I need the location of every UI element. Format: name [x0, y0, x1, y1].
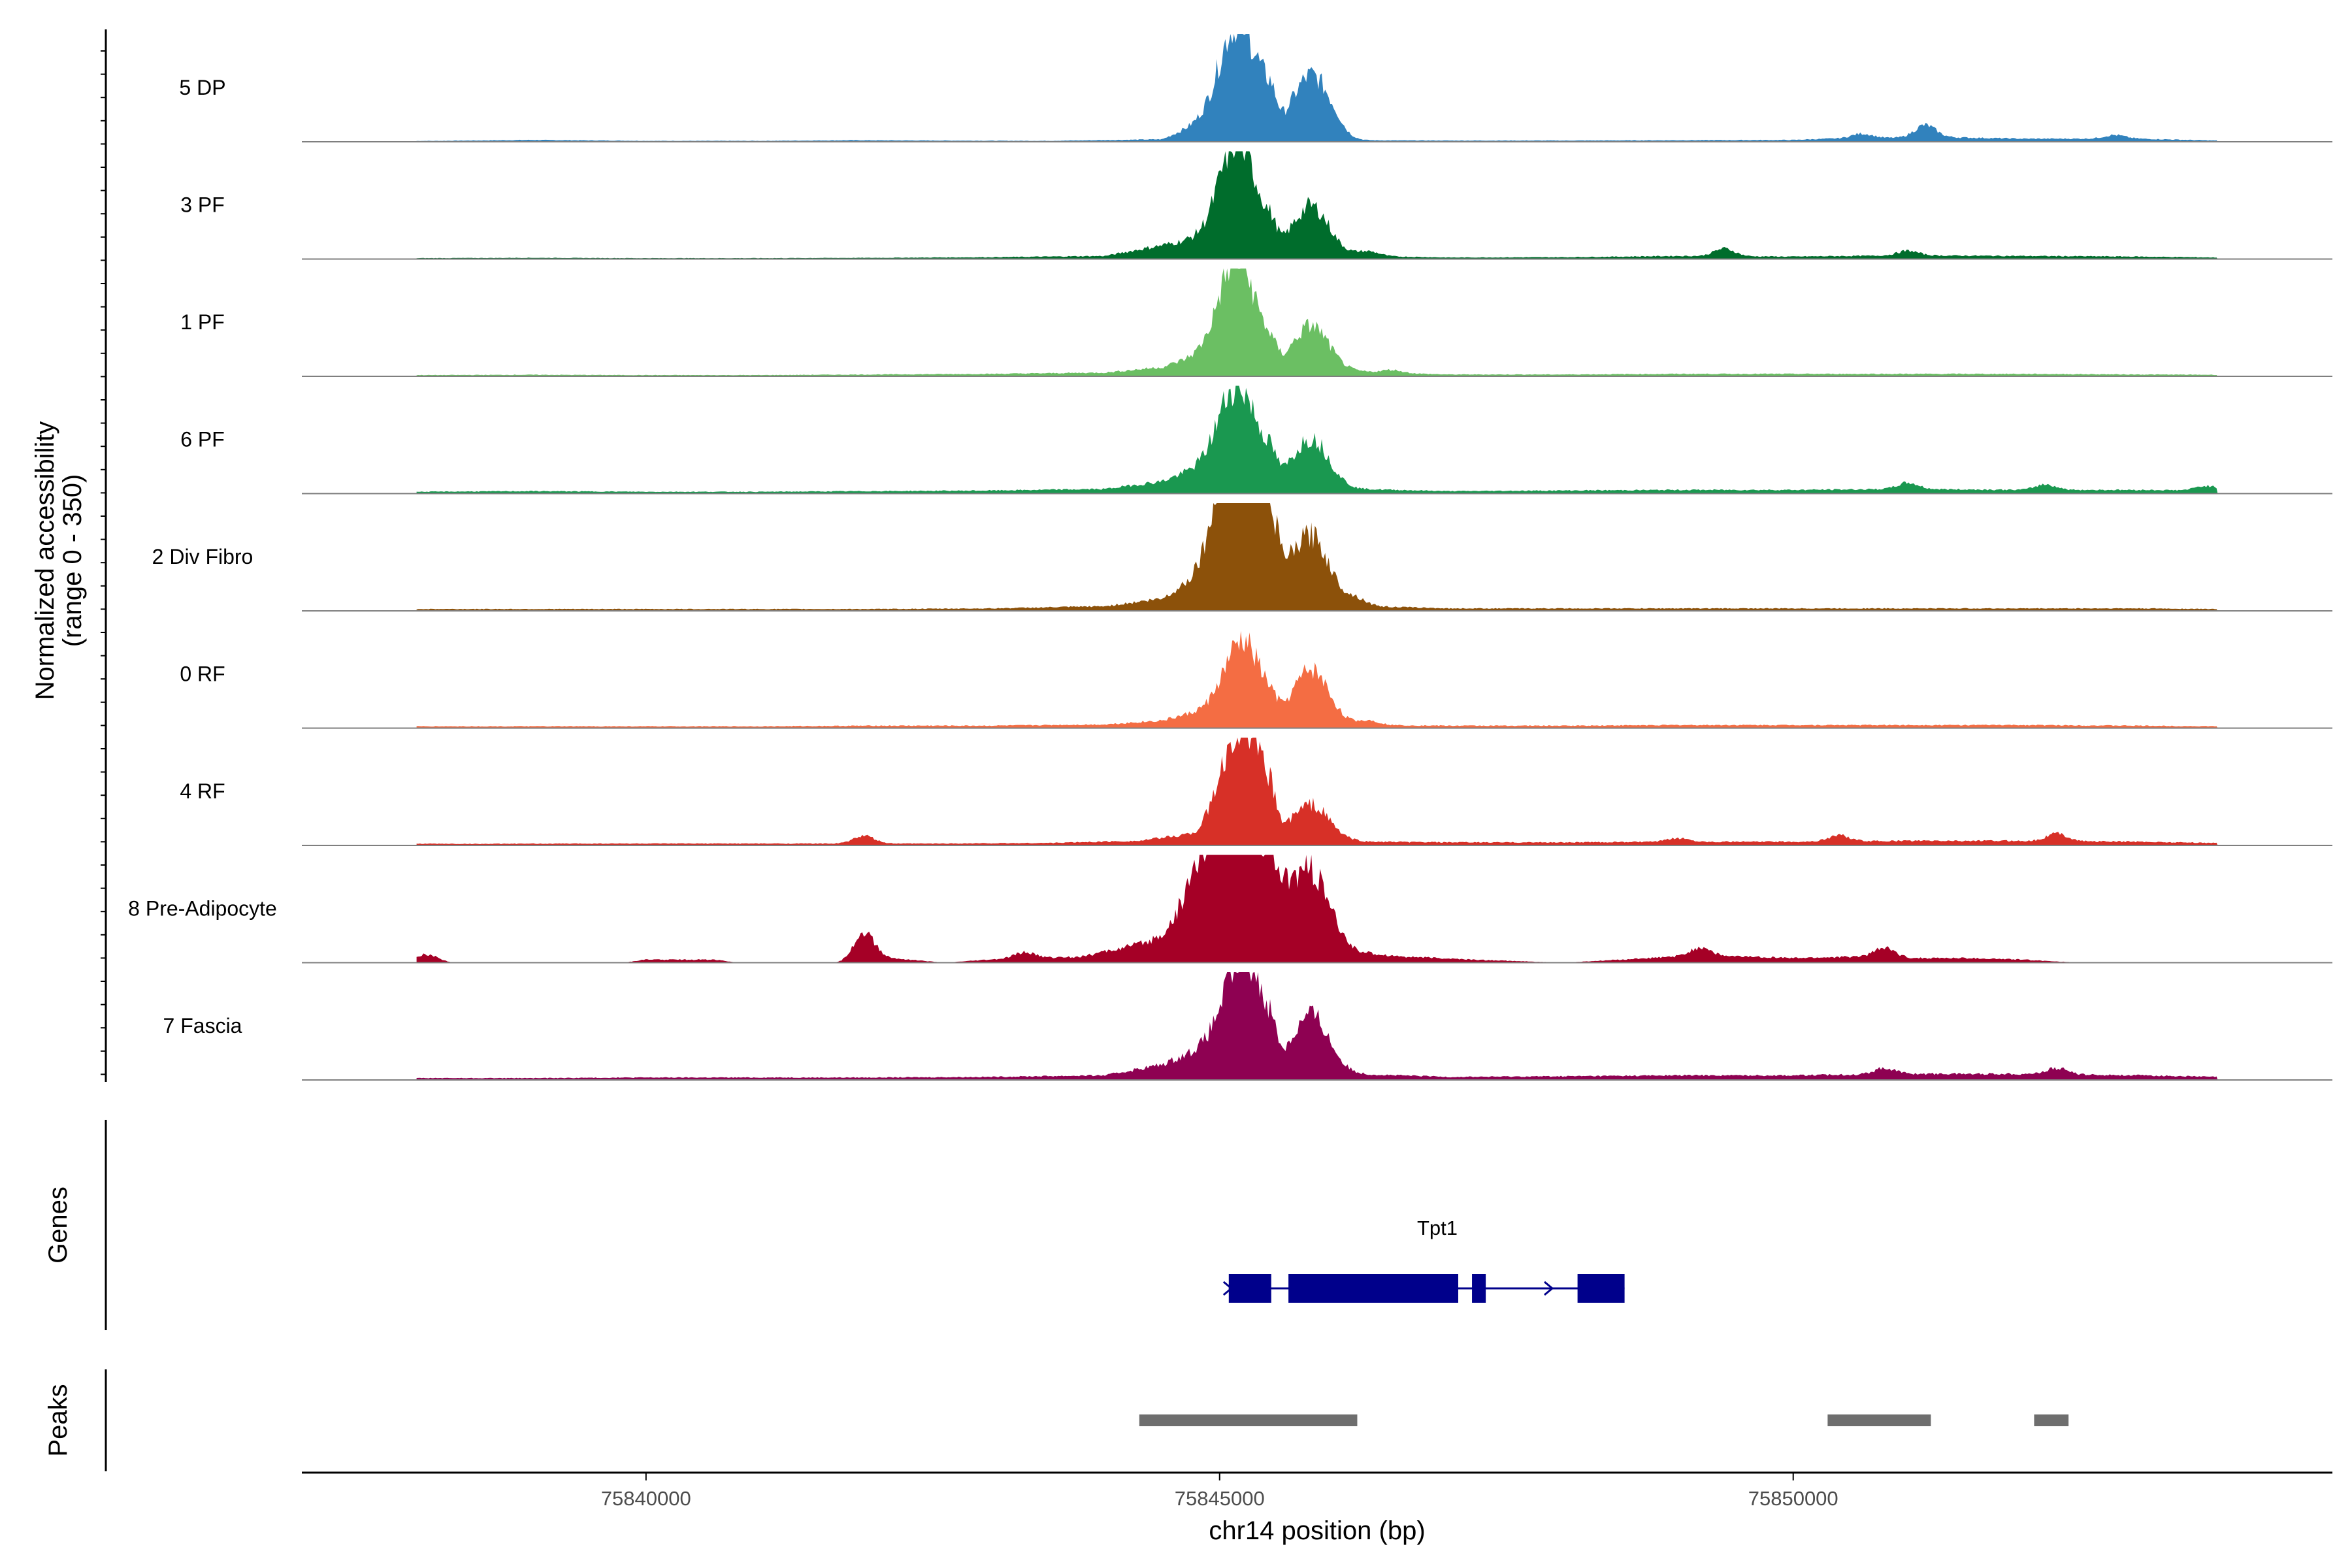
track-label: 3 PF — [180, 193, 225, 217]
track-label: 8 Pre-Adipocyte — [128, 897, 277, 921]
peaks-panel-label: Peaks — [44, 1384, 73, 1456]
track-3-pf: 3 PF — [180, 151, 2332, 260]
gene-exon — [1288, 1274, 1458, 1303]
tracks-layer: 5 DP 3 PF 1 PF 6 PF 2 Div Fibro 0 RF 4 RF 8 Pre… — [128, 34, 2332, 1081]
coverage-area — [416, 503, 2218, 611]
genes-panel-label: Genes — [44, 1186, 73, 1264]
track-8-pre-adipocyte: 8 Pre-Adipocyte — [128, 855, 2332, 964]
peak-region — [1139, 1414, 1358, 1426]
track-label: 1 PF — [180, 310, 225, 334]
axis-layer: Normalized accessibility(range 0 - 350) G… — [31, 29, 2332, 1545]
track-label: 4 RF — [180, 779, 225, 803]
track-5-dp: 5 DP — [179, 34, 2332, 142]
peak-region — [1827, 1414, 1931, 1426]
x-tick-label: 75845000 — [1175, 1487, 1265, 1510]
track-7-fascia: 7 Fascia — [163, 972, 2332, 1081]
coverage-area — [416, 630, 2218, 728]
track-label: 7 Fascia — [163, 1014, 242, 1037]
coverage-area — [416, 151, 2218, 259]
track-0-rf: 0 RF — [180, 630, 2332, 729]
y-axis-range: (range 0 - 350) — [58, 474, 87, 647]
coverage-area — [416, 738, 2218, 845]
peaks-layer — [1139, 1414, 2069, 1426]
gene-exon — [1228, 1274, 1271, 1303]
coverage-area — [416, 855, 2218, 963]
gene-exon — [1472, 1274, 1486, 1303]
coverage-area — [416, 972, 2218, 1080]
track-2-div-fibro: 2 Div Fibro — [152, 503, 2332, 612]
gene-name: Tpt1 — [1417, 1217, 1458, 1239]
track-label: 0 RF — [180, 662, 225, 686]
strand-arrow — [1544, 1281, 1554, 1296]
coverage-area — [416, 385, 2218, 494]
coverage-area — [416, 34, 2218, 142]
track-label: 2 Div Fibro — [152, 545, 253, 568]
track-label: 5 DP — [179, 76, 225, 99]
peak-region — [2034, 1414, 2069, 1426]
coverage-area — [416, 269, 2218, 376]
x-tick-label: 75850000 — [1748, 1487, 1838, 1510]
track-label: 6 PF — [180, 428, 225, 451]
track-6-pf: 6 PF — [180, 385, 2332, 495]
x-tick-label: 75840000 — [601, 1487, 691, 1510]
track-4-rf: 4 RF — [180, 738, 2332, 846]
track-1-pf: 1 PF — [180, 269, 2332, 377]
gene-exon — [1577, 1274, 1625, 1303]
gene-tpt1: Tpt1 — [1222, 1217, 1625, 1303]
x-axis-title: chr14 position (bp) — [1209, 1516, 1425, 1545]
y-axis-title: Normalized accessibility — [31, 421, 59, 700]
genes-layer: Tpt1 — [1222, 1217, 1625, 1303]
